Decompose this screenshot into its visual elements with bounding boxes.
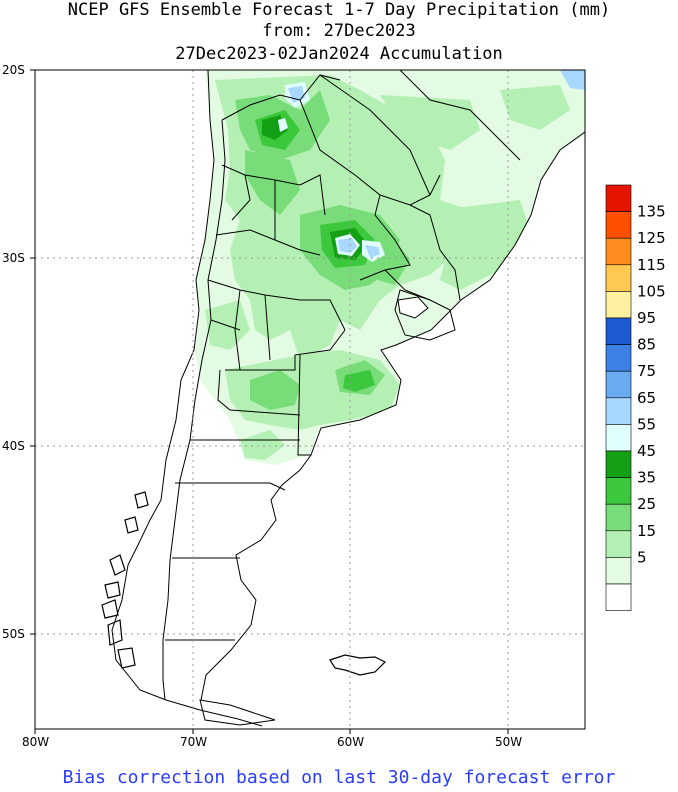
legend-label: 115 [637, 256, 666, 274]
lat-label: 20S [2, 63, 25, 77]
legend-swatch [605, 184, 632, 212]
lon-label: 60W [337, 735, 364, 749]
legend-swatch [605, 503, 632, 532]
legend-label: 45 [637, 442, 656, 460]
plot-frame [34, 69, 586, 730]
lon-label: 50W [495, 735, 522, 749]
chile-islands [101, 491, 149, 669]
lat-axis-labels: 20S 30S 40S 50S [2, 63, 25, 641]
axis-ticks [30, 69, 509, 734]
lat-label: 30S [2, 251, 25, 265]
legend-swatch [605, 237, 632, 266]
legend-label: 85 [637, 336, 656, 354]
legend-label: 55 [637, 415, 656, 433]
legend-label: 135 [637, 203, 666, 221]
legend-label: 75 [637, 362, 656, 380]
legend-swatch [605, 424, 632, 452]
lagoon [397, 296, 429, 319]
lon-label: 80W [22, 735, 49, 749]
legend-swatch [605, 264, 632, 292]
legend-label: 65 [637, 389, 656, 407]
map-title: NCEP GFS Ensemble Forecast 1-7 Day Preci… [67, 0, 611, 20]
legend-label: 95 [637, 309, 656, 327]
gridlines [35, 70, 585, 729]
legend-swatch [605, 397, 632, 425]
legend-label: 25 [637, 495, 656, 513]
lat-label: 50S [2, 627, 25, 641]
legend-swatch [605, 370, 632, 399]
legend-label: 35 [637, 469, 656, 487]
legend-label: 5 [637, 548, 647, 566]
legend-label: 15 [637, 522, 656, 540]
legend-swatch [605, 211, 632, 239]
lon-axis-labels: 80W 70W 60W 50W [22, 735, 522, 749]
legend-swatch [605, 583, 632, 611]
lat-label: 40S [2, 439, 25, 453]
legend-swatch [605, 557, 632, 585]
legend-swatch [605, 530, 632, 558]
legend-swatch [605, 344, 632, 372]
lon-label: 70W [180, 735, 207, 749]
falkland-islands [329, 654, 387, 676]
map-subtitle-period: 27Dec2023-02Jan2024 Accumulation [175, 44, 503, 64]
legend-label: 125 [637, 229, 666, 247]
legend-swatch [605, 317, 632, 345]
borders [111, 70, 585, 727]
legend-swatch [605, 450, 632, 478]
map-subtitle-init: from: 27Dec2023 [262, 21, 416, 41]
bias-correction-note: Bias correction based on last 30-day for… [62, 767, 616, 788]
legend-label: 105 [637, 282, 666, 300]
legend-swatch [605, 477, 632, 505]
precip-legend: 135 125 115 105 95 85 75 65 55 45 35 25 15 5 [605, 184, 666, 611]
legend-swatch [605, 291, 632, 319]
